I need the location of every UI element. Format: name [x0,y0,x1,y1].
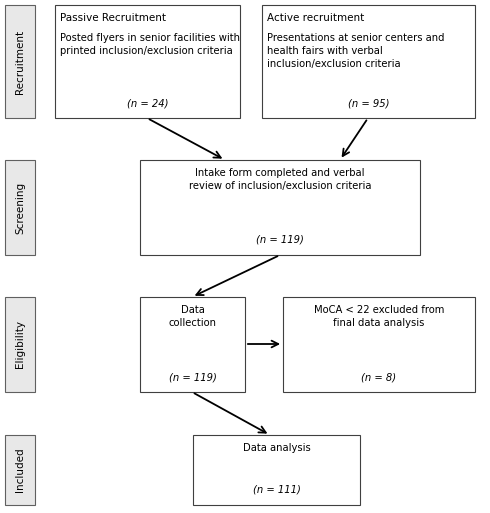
Text: Included: Included [15,448,25,492]
Text: Recruitment: Recruitment [15,29,25,93]
Bar [140,297,245,392]
Bar [283,297,475,392]
Text: Presentations at senior centers and
health fairs with verbal
inclusion/exclusion: Presentations at senior centers and heal… [267,33,444,69]
Text: Screening: Screening [15,182,25,233]
Bar [5,5,35,118]
Text: MoCA < 22 excluded from
final data analysis: MoCA < 22 excluded from final data analy… [314,305,444,328]
Text: Data
collection: Data collection [169,305,217,328]
Bar [5,435,35,505]
Text: Eligibility: Eligibility [15,321,25,368]
Text: Intake form completed and verbal
review of inclusion/exclusion criteria: Intake form completed and verbal review … [189,168,371,191]
Text: Active recruitment: Active recruitment [267,13,364,23]
Bar [5,297,35,392]
Text: (n = 24): (n = 24) [127,98,168,108]
Text: (n = 119): (n = 119) [256,235,304,245]
Text: Passive Recruitment: Passive Recruitment [60,13,166,23]
Bar [5,160,35,255]
Text: (n = 111): (n = 111) [252,485,300,495]
Text: (n = 95): (n = 95) [348,98,389,108]
Text: (n = 119): (n = 119) [169,372,217,382]
Bar [262,5,475,118]
Bar [193,435,360,505]
Bar [55,5,240,118]
Text: Posted flyers in senior facilities with
printed inclusion/exclusion criteria: Posted flyers in senior facilities with … [60,33,240,56]
Text: (n = 8): (n = 8) [362,372,396,382]
Bar [140,160,420,255]
Text: Data analysis: Data analysis [243,443,310,453]
